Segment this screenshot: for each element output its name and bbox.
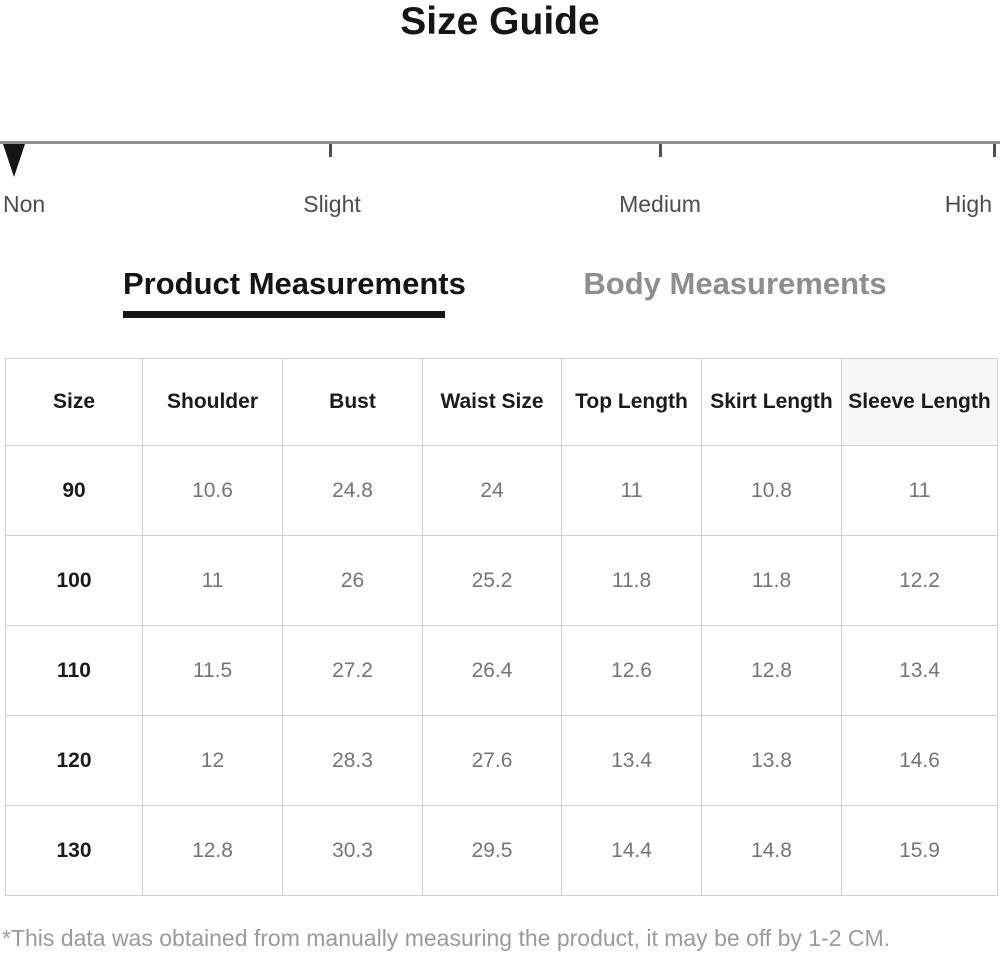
cell-top-length: 13.4 [561,715,702,806]
column-header-sleeve-length: Sleeve Length [841,358,998,446]
cell-bust: 30.3 [282,805,423,896]
cell-skirt-length: 10.8 [701,445,842,536]
cell-bust: 24.8 [282,445,423,536]
cell-bust: 27.2 [282,625,423,716]
cell-sleeve-length: 12.2 [841,535,998,626]
cell-top-length: 11.8 [561,535,702,626]
table-header-row: Size Shoulder Bust Waist Size Top Length… [5,358,998,446]
cell-size: 100 [5,535,143,626]
cell-waist-size: 26.4 [422,625,562,716]
cell-sleeve-length: 15.9 [841,805,998,896]
scale-tick-medium [659,144,662,157]
cell-shoulder: 10.6 [142,445,283,536]
section-header-product-measurements: Product Measurements [123,266,466,318]
page-title: Size Guide [400,0,600,43]
cell-shoulder: 12.8 [142,805,283,896]
cell-skirt-length: 13.8 [701,715,842,806]
cell-skirt-length: 12.8 [701,625,842,716]
column-header-bust: Bust [282,358,423,446]
cell-bust: 28.3 [282,715,423,806]
cell-skirt-length: 14.8 [701,805,842,896]
table-row: 120 12 28.3 27.6 13.4 13.8 14.6 [5,715,998,806]
scale-tick-slight [329,144,332,157]
scale-label-slight: Slight [303,191,361,217]
column-header-size: Size [5,358,143,446]
cell-size: 120 [5,715,143,806]
cell-shoulder: 11.5 [142,625,283,716]
cell-size: 110 [5,625,143,716]
cell-sleeve-length: 14.6 [841,715,998,806]
table-row: 90 10.6 24.8 24 11 10.8 11 [5,445,998,536]
cell-shoulder: 12 [142,715,283,806]
measurement-disclaimer: *This data was obtained from manually me… [2,925,891,951]
table-row: 130 12.8 30.3 29.5 14.4 14.8 15.9 [5,805,998,896]
cell-waist-size: 27.6 [422,715,562,806]
column-header-shoulder: Shoulder [142,358,283,446]
section-header-body-measurements: Body Measurements [583,266,887,301]
elasticity-marker-icon [3,144,25,177]
scale-label-medium: Medium [619,191,701,217]
cell-waist-size: 24 [422,445,562,536]
elasticity-scale-track [0,141,1000,144]
cell-sleeve-length: 13.4 [841,625,998,716]
cell-top-length: 12.6 [561,625,702,716]
column-header-top-length: Top Length [561,358,702,446]
cell-skirt-length: 11.8 [701,535,842,626]
cell-size: 130 [5,805,143,896]
scale-label-non: Non [3,191,46,217]
cell-bust: 26 [282,535,423,626]
scale-tick-high [993,144,996,157]
cell-top-length: 11 [561,445,702,536]
table-row: 100 11 26 25.2 11.8 11.8 12.2 [5,535,998,626]
cell-sleeve-length: 11 [841,445,998,536]
cell-waist-size: 25.2 [422,535,562,626]
column-header-skirt-length: Skirt Length [701,358,842,446]
scale-label-high: High [944,191,992,217]
size-table: Size Shoulder Bust Waist Size Top Length… [5,358,998,896]
cell-top-length: 14.4 [561,805,702,896]
cell-waist-size: 29.5 [422,805,562,896]
cell-shoulder: 11 [142,535,283,626]
cell-size: 90 [5,445,143,536]
column-header-waist-size: Waist Size [422,358,562,446]
table-row: 110 11.5 27.2 26.4 12.6 12.8 13.4 [5,625,998,716]
